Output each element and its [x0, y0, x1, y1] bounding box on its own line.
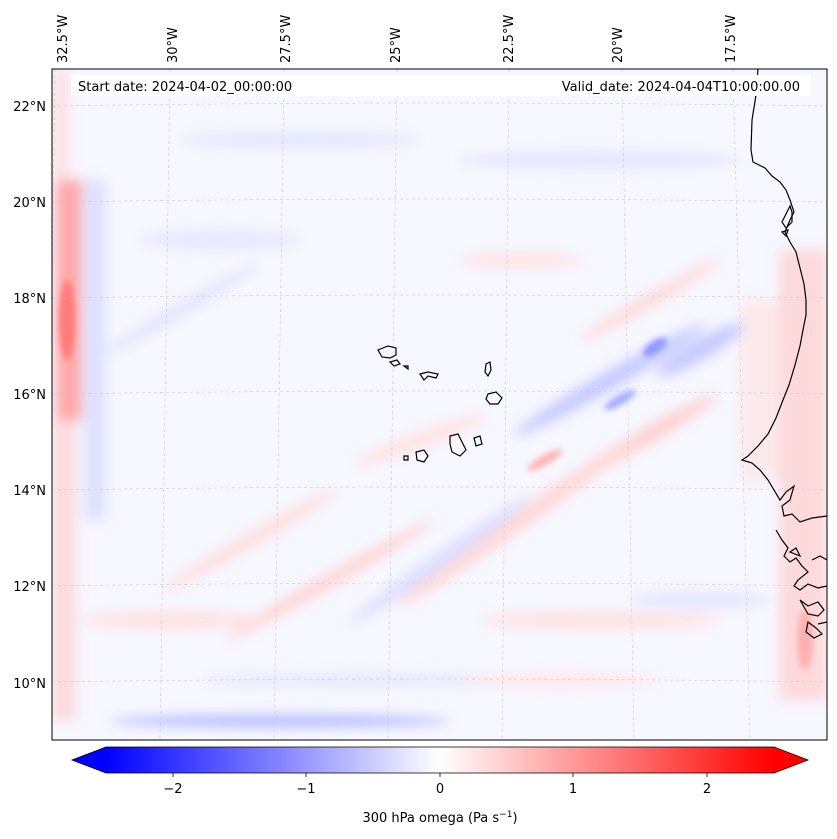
meridian-25w — [387, 69, 398, 740]
date-header-box — [71, 75, 811, 96]
island-sal — [484, 361, 492, 378]
latitude-labels: 22°N 20°N 18°N 16°N 14°N 12°N 10°N — [13, 100, 46, 692]
omega-field — [52, 69, 827, 740]
parallel-12n — [52, 582, 827, 587]
lat-label-14n: 14°N — [13, 484, 46, 499]
lat-label-16n: 16°N — [13, 388, 46, 403]
colorbar: −2 −1 0 1 2 300 hPa omega (Pa s−1) — [70, 746, 810, 826]
map-frame — [51, 68, 828, 741]
cbar-tick-0: 0 — [436, 782, 444, 797]
africa-coastline — [740, 69, 827, 523]
cbar-tick-1: 1 — [569, 782, 577, 797]
island-santo-antao — [377, 345, 397, 359]
parallel-14n — [52, 486, 827, 491]
valid-date-text: Valid_date: 2024-04-04T10:00:00.00 — [562, 80, 800, 95]
lon-label-27.5w: 27.5°W — [279, 15, 294, 63]
island-santa-luzia — [402, 365, 409, 371]
lat-label-20n: 20°N — [13, 196, 46, 211]
parallel-20n — [52, 198, 827, 203]
parallel-22n — [52, 102, 827, 107]
start-date-text: Start date: 2024-04-02_00:00:00 — [78, 80, 292, 95]
longitude-labels: 32.5°W 30°W 27.5°W 25°W 22.5°W 20°W 17.5… — [56, 15, 739, 63]
island-santiago — [449, 433, 467, 457]
cbar-tick-2: 2 — [703, 782, 711, 797]
island-maio — [473, 435, 483, 447]
colorbar-body — [106, 747, 774, 773]
island-sao-vicente — [388, 359, 401, 367]
lon-label-32.5w: 32.5°W — [56, 15, 71, 63]
cbar-tick-neg2: −2 — [163, 782, 182, 797]
lat-label-12n: 12°N — [13, 580, 46, 595]
guinea-coastline — [775, 529, 827, 591]
southern-descent-band — [110, 716, 450, 726]
graticule — [52, 69, 827, 740]
cbar-tick-neg1: −1 — [296, 782, 315, 797]
colorbar-label: 300 hPa omega (Pa s−1) — [362, 810, 517, 826]
colorbar-outline — [70, 746, 810, 774]
meridian-22.5w — [501, 69, 510, 740]
lon-label-25w: 25°W — [389, 27, 404, 63]
lon-label-17.5w: 17.5°W — [724, 15, 739, 63]
meridian-27.5w — [273, 69, 285, 740]
parallel-18n — [52, 294, 827, 299]
meridian-30w — [159, 69, 171, 740]
lon-label-30w: 30°W — [166, 27, 181, 63]
coastlines — [740, 69, 827, 639]
colorbar-min-extend — [72, 747, 106, 773]
parallel-16n — [52, 390, 827, 395]
colorbar-max-extend — [774, 747, 808, 773]
island-boa-vista — [485, 391, 503, 405]
lat-label-18n: 18°N — [13, 292, 46, 307]
parallel-10n — [52, 678, 827, 683]
lon-label-22.5w: 22.5°W — [502, 15, 517, 63]
meridian-17.5w — [732, 69, 751, 740]
meridian-20w — [621, 69, 635, 740]
lat-label-10n: 10°N — [13, 677, 46, 692]
island-fogo — [415, 449, 429, 463]
field-background — [52, 69, 827, 740]
lat-label-22n: 22°N — [13, 100, 46, 115]
island-brava — [403, 455, 409, 461]
island-sao-nicolau — [419, 371, 439, 381]
lon-label-20w: 20°W — [611, 27, 626, 63]
cape-verde-islands — [377, 345, 503, 463]
